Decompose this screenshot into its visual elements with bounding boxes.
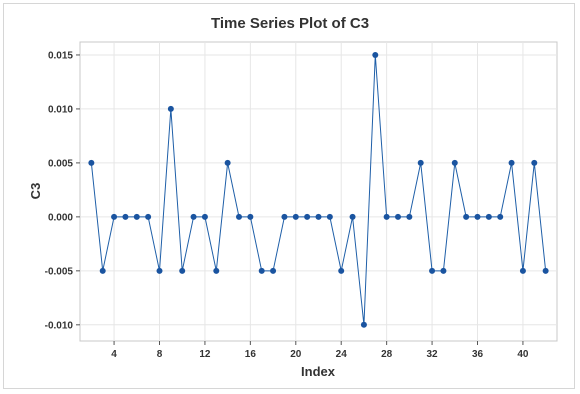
plot-area (79, 41, 558, 342)
data-point (440, 267, 447, 274)
data-point (360, 321, 367, 328)
x-tick-label: 16 (245, 349, 257, 360)
data-point (474, 213, 481, 220)
data-point (156, 267, 163, 274)
x-tick-label: 36 (472, 349, 484, 360)
data-point (406, 213, 413, 220)
data-point (542, 267, 549, 274)
series-c3 (88, 51, 549, 328)
data-point (417, 159, 424, 166)
data-point (429, 267, 436, 274)
y-axis-ticks: -0.010 -0.005 0.000 0.005 0.010 0.015 (45, 50, 80, 331)
data-point (133, 213, 140, 220)
data-point (236, 213, 242, 220)
x-tick-label: 12 (199, 349, 211, 360)
data-point (88, 159, 95, 166)
y-tick-label: 0.010 (48, 104, 73, 115)
chart-title: Time Series Plot of C3 (211, 15, 369, 32)
x-tick-label: 28 (381, 349, 393, 360)
data-point (270, 267, 277, 274)
x-tick-label: 24 (336, 349, 348, 360)
data-point (292, 213, 299, 220)
data-point (338, 267, 345, 274)
data-point (179, 267, 186, 274)
data-point (519, 267, 526, 274)
data-point (383, 213, 390, 220)
data-point (349, 213, 356, 220)
x-tick-label: 4 (111, 349, 117, 360)
data-point (281, 213, 288, 220)
y-tick-label: -0.005 (45, 266, 74, 277)
data-point (247, 213, 254, 220)
y-tick-label: 0.015 (48, 50, 73, 61)
x-tick-label: 20 (290, 349, 302, 360)
data-point (451, 159, 458, 166)
data-point (463, 213, 470, 220)
data-point (304, 213, 311, 220)
y-tick-label: -0.010 (45, 320, 74, 331)
y-axis-label: C3 (28, 183, 43, 200)
x-tick-label: 40 (517, 349, 529, 360)
data-point (485, 213, 492, 220)
data-point (258, 267, 265, 274)
data-point (497, 213, 504, 220)
y-tick-label: 0.005 (48, 158, 73, 169)
data-point (315, 213, 322, 220)
data-point (111, 213, 118, 220)
x-tick-label: 32 (427, 349, 439, 360)
data-point (201, 213, 208, 220)
data-point (372, 51, 379, 58)
data-point (326, 213, 333, 220)
data-point (167, 105, 174, 112)
data-point (190, 213, 197, 220)
data-point (145, 213, 152, 220)
x-tick-label: 8 (157, 349, 163, 360)
data-point (508, 159, 515, 166)
data-point (213, 267, 220, 274)
data-point (395, 213, 401, 220)
data-point (531, 159, 538, 166)
data-point (122, 213, 129, 220)
y-tick-label: 0.000 (48, 212, 73, 223)
data-point (224, 159, 231, 166)
x-axis-label: Index (301, 364, 336, 379)
data-point (99, 267, 106, 274)
x-axis-ticks: 4 8 12 16 20 24 28 32 36 40 (111, 341, 529, 360)
